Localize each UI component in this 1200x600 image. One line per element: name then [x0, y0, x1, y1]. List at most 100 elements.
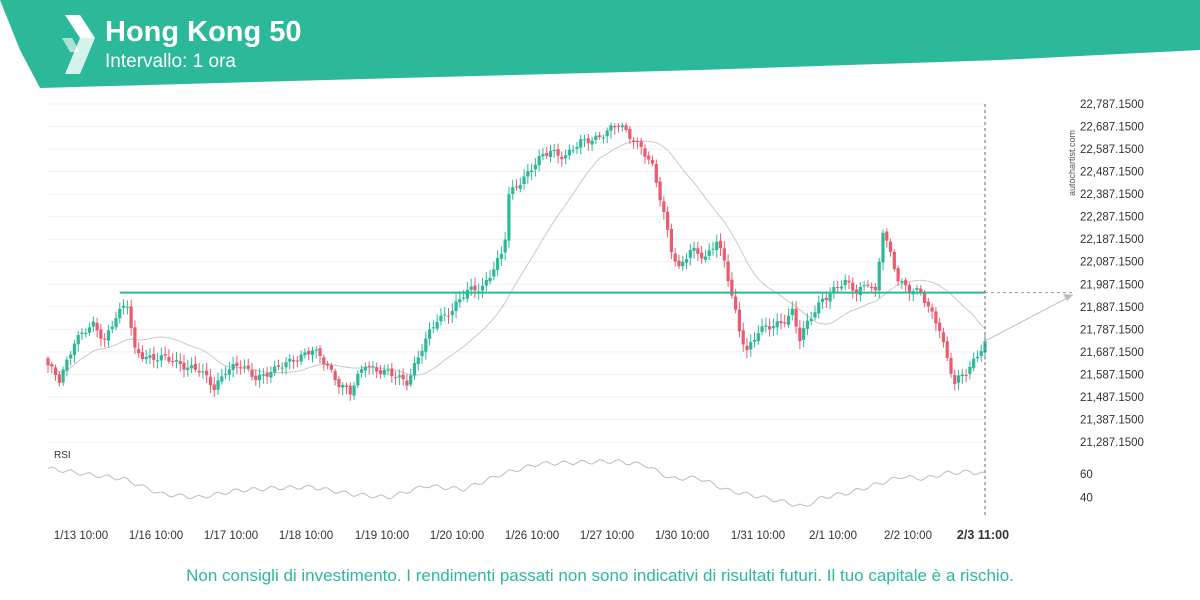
candle	[458, 291, 462, 308]
candle-body	[231, 363, 235, 370]
candle-body	[401, 374, 405, 380]
rsi-label: RSI	[54, 450, 71, 461]
candle-body	[178, 361, 182, 364]
candle-body	[307, 351, 311, 355]
candle	[956, 370, 961, 391]
candle-body	[579, 139, 583, 148]
candle-body	[888, 241, 893, 252]
candle	[658, 176, 662, 207]
candle-body	[205, 370, 209, 376]
time-tick-label: 1/16 10:00	[129, 530, 183, 542]
candle-body	[155, 360, 160, 362]
candle	[477, 283, 481, 300]
candle-body	[137, 348, 141, 354]
candle-body	[424, 338, 428, 352]
candle-body	[341, 384, 345, 388]
header-banner	[0, 0, 1200, 88]
candle	[598, 131, 602, 140]
candle	[805, 313, 810, 336]
candle-body	[371, 366, 375, 368]
candle-body	[817, 302, 821, 314]
candle	[820, 292, 825, 310]
candle	[666, 206, 670, 238]
candle	[862, 280, 866, 291]
candle	[318, 345, 322, 364]
candle	[752, 332, 757, 348]
candle-body	[333, 370, 337, 381]
candle	[250, 363, 254, 381]
candle	[949, 352, 953, 378]
candle	[711, 241, 715, 256]
candle	[110, 320, 114, 334]
candle-body	[956, 375, 961, 383]
candle	[499, 246, 503, 267]
candle-body	[639, 141, 643, 148]
candle-body	[409, 375, 413, 385]
candle-body	[254, 375, 258, 381]
candle	[794, 301, 798, 334]
candle-body	[363, 366, 367, 371]
candle	[851, 277, 855, 299]
candle	[159, 347, 163, 368]
candle	[718, 233, 723, 257]
candle	[303, 348, 307, 359]
candle-body	[616, 125, 621, 127]
candle	[307, 347, 311, 360]
candle-body	[439, 315, 443, 322]
candle	[885, 228, 889, 248]
candle	[428, 322, 432, 346]
candle	[828, 287, 832, 310]
candle-body	[197, 370, 201, 373]
candle	[378, 365, 383, 379]
candle-body	[76, 335, 80, 345]
candle-body	[99, 329, 103, 339]
candle-body	[443, 314, 447, 316]
candle-body	[605, 130, 609, 137]
candle	[779, 313, 783, 330]
candle	[80, 328, 84, 340]
candle	[972, 352, 976, 372]
candle	[344, 382, 349, 395]
candle-body	[896, 268, 900, 282]
candle-body	[80, 332, 84, 334]
candle-body	[227, 369, 231, 375]
candle-body	[809, 318, 813, 322]
candle	[359, 365, 364, 378]
candle-body	[121, 305, 126, 308]
candle-body	[511, 187, 515, 194]
price-tick-label: 21,987.1500	[1080, 279, 1144, 291]
candle-body	[269, 372, 273, 378]
candle	[892, 249, 896, 272]
candle-body	[382, 369, 386, 375]
candle-body	[824, 297, 828, 301]
candle	[696, 241, 700, 261]
candle	[847, 275, 851, 290]
candle	[700, 245, 704, 264]
candle-body	[673, 253, 677, 262]
candle	[484, 272, 488, 292]
candle-body	[84, 332, 88, 334]
time-tick-label: 1/17 10:00	[204, 530, 258, 542]
candle-body	[446, 315, 451, 317]
candle	[741, 322, 745, 352]
candle-body	[820, 298, 825, 303]
candle-body	[594, 135, 598, 140]
candle	[137, 341, 141, 358]
candle-body	[488, 277, 492, 282]
candle-body	[926, 301, 930, 307]
candle-body	[979, 351, 983, 356]
candle-body	[533, 164, 537, 170]
candle-body	[677, 260, 681, 267]
candle	[722, 240, 726, 268]
candle-body	[794, 308, 798, 327]
candle	[575, 142, 579, 155]
candle-body	[223, 373, 228, 376]
candle	[405, 374, 409, 391]
candle	[129, 299, 133, 336]
candle	[518, 177, 522, 193]
candle	[650, 155, 655, 166]
rsi-tick-label: 40	[1080, 493, 1093, 505]
candle	[356, 370, 360, 389]
candle	[839, 280, 844, 292]
candle	[873, 283, 878, 297]
